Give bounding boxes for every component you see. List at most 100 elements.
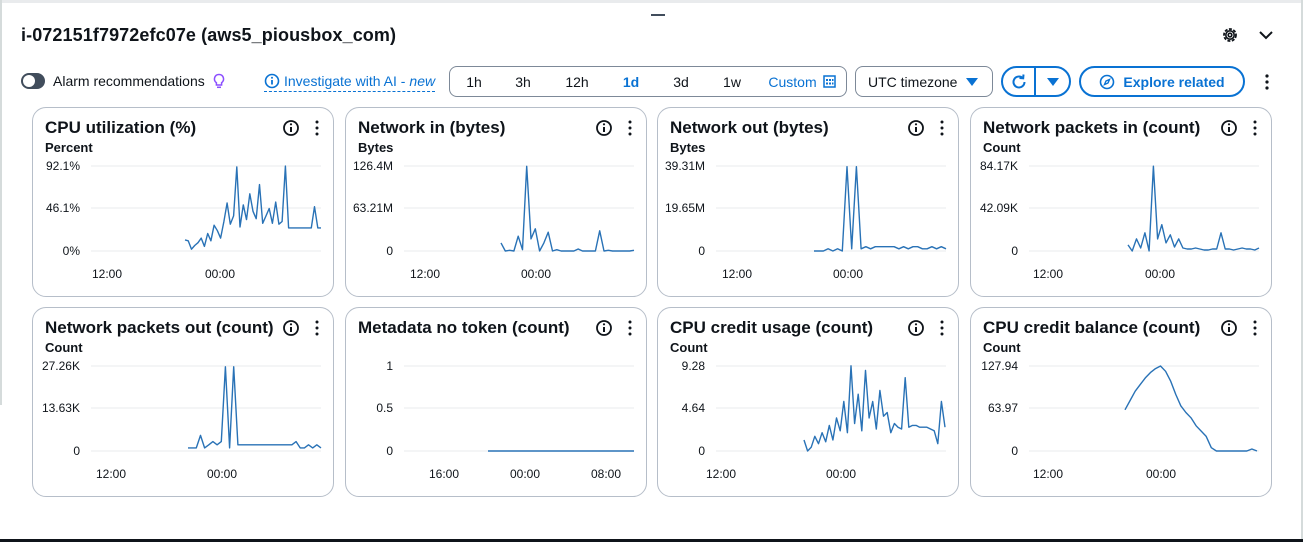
y-tick-label: 4.64 [682,401,706,415]
timezone-select[interactable]: UTC timezone [855,66,993,97]
compass-icon [1100,74,1115,89]
investigate-with-ai-link[interactable]: Investigate with AI - new [264,73,436,92]
y-tick-label: 42.09K [980,201,1018,215]
kebab-icon[interactable] [313,119,321,137]
refresh-split-button [1001,66,1071,97]
range-3d[interactable]: 3d [673,73,689,90]
explore-related-button[interactable]: Explore related [1079,66,1245,97]
y-tick-label: 13.63K [42,401,80,415]
resize-handle[interactable] [651,14,665,16]
panel-left-border [0,0,2,405]
range-3h[interactable]: 3h [515,73,531,90]
investigate-ai-text: Investigate with AI - [284,73,406,89]
kebab-icon[interactable] [1251,119,1259,137]
x-tick-label: 12:00 [96,467,126,481]
lightbulb-icon[interactable] [212,73,226,89]
x-tick-label: 00:00 [205,267,235,281]
series-line [1124,365,1258,452]
y-tick-label: 27.26K [42,359,80,373]
series-line [803,365,946,452]
x-tick-label: 00:00 [1146,467,1176,481]
card-title: Network out (bytes) [670,118,829,137]
info-icon[interactable] [282,319,300,337]
x-tick-label: 00:00 [521,267,551,281]
x-tick-label: 08:00 [591,467,621,481]
card-title: Network packets in (count) [983,118,1201,137]
y-tick-label: 46.1% [46,201,80,215]
info-icon[interactable] [282,119,300,137]
chart-network-out-bytes: 39.31M 19.65M 0 12:00 00:00 [665,159,947,281]
card-unit-label: Count [983,340,1021,355]
metric-card-cpu-credit-usage-count: CPU credit usage (count) Count 9.28 4.64 0 12… [657,307,959,497]
series-line [814,166,947,252]
kebab-icon[interactable] [626,119,634,137]
chevron-down-icon[interactable] [1257,26,1275,44]
y-tick-label: 0 [1011,244,1018,258]
range-12h[interactable]: 12h [565,73,589,90]
chart-network-in-bytes: 126.4M 63.21M 0 12:00 00:00 [353,159,635,281]
chart-network-packets-in-count: 84.17K 42.09K 0 12:00 00:00 [980,159,1260,281]
y-tick-label: 126.4M [353,159,393,173]
y-tick-label: 92.1% [46,159,80,173]
metric-card-network-packets-in-count: Network packets in (count) Count 84.17K 42.… [970,107,1272,297]
card-unit-label: Bytes [358,140,394,155]
info-icon[interactable] [1220,319,1238,337]
y-tick-label: 19.65M [665,201,705,215]
gear-icon[interactable] [1221,26,1239,44]
y-tick-label: 0 [698,244,705,258]
card-unit-label: Count [45,340,83,355]
info-icon[interactable] [907,119,925,137]
y-tick-label: 9.28 [682,359,706,373]
kebab-icon[interactable] [313,319,321,337]
y-tick-label: 0% [63,244,81,258]
x-tick-label: 12:00 [92,267,122,281]
series-line [1127,165,1260,252]
kebab-icon[interactable] [1260,72,1274,92]
x-tick-label: 00:00 [1145,267,1175,281]
timezone-value: UTC timezone [868,73,958,90]
caret-down-icon [1046,77,1059,86]
refresh-button[interactable] [1003,68,1037,95]
chart-metadata-no-token-count: 1 0.5 0 16:00 00:00 08:00 [376,359,634,481]
x-tick-label: 12:00 [1033,267,1063,281]
x-tick-label: 12:00 [722,267,752,281]
range-custom[interactable]: Custom [758,67,846,96]
y-tick-label: 127.94 [981,359,1018,373]
x-tick-label: 12:00 [410,267,440,281]
info-icon[interactable] [595,119,613,137]
kebab-icon[interactable] [626,319,634,337]
chart-cpu-credit-usage-count: 9.28 4.64 012:00 00:00 [682,359,946,481]
metric-card-cpu-utilization: CPU utilization (%) Percent 92.1% 46.1% 0% 12… [32,107,334,297]
y-tick-label: 0 [1011,444,1018,458]
metric-card-cpu-credit-balance-count: CPU credit balance (count) Count 127.94 63.… [970,307,1272,497]
y-tick-label: 0 [386,244,393,258]
x-tick-label: 16:00 [429,467,459,481]
info-icon [264,73,280,89]
info-icon[interactable] [1220,119,1238,137]
y-tick-label: 0 [386,444,393,458]
range-1w[interactable]: 1w [723,73,741,90]
alarm-recommendations-label: Alarm recommendations [53,73,205,89]
alarm-recommendations-toggle[interactable] [21,73,45,89]
card-title: Network packets out (count) [45,318,274,337]
refresh-interval-dropdown[interactable] [1036,68,1069,95]
range-1d[interactable]: 1d [622,73,640,90]
panel-top-border [0,0,1303,3]
kebab-icon[interactable] [938,319,946,337]
time-range-selector: 1h 3h 12h 1d 3d 1w Custom [449,66,847,97]
caret-down-icon [966,78,978,86]
y-tick-label: 0 [73,444,80,458]
kebab-icon[interactable] [938,119,946,137]
card-unit-label: Count [670,340,708,355]
card-title: CPU utilization (%) [45,118,197,137]
bottom-border [0,539,1303,542]
x-tick-label: 12:00 [1033,467,1063,481]
card-title: CPU credit balance (count) [983,318,1201,337]
chart-network-packets-out-count: 27.26K 13.63K 0 12:00 00:00 [42,359,322,481]
y-tick-label: 0.5 [376,401,393,415]
info-icon[interactable] [595,319,613,337]
instance-title: i-072151f7972efc07e (aws5_piousbox_com) [21,25,397,45]
range-1h[interactable]: 1h [466,73,482,90]
kebab-icon[interactable] [1251,319,1259,337]
info-icon[interactable] [907,319,925,337]
